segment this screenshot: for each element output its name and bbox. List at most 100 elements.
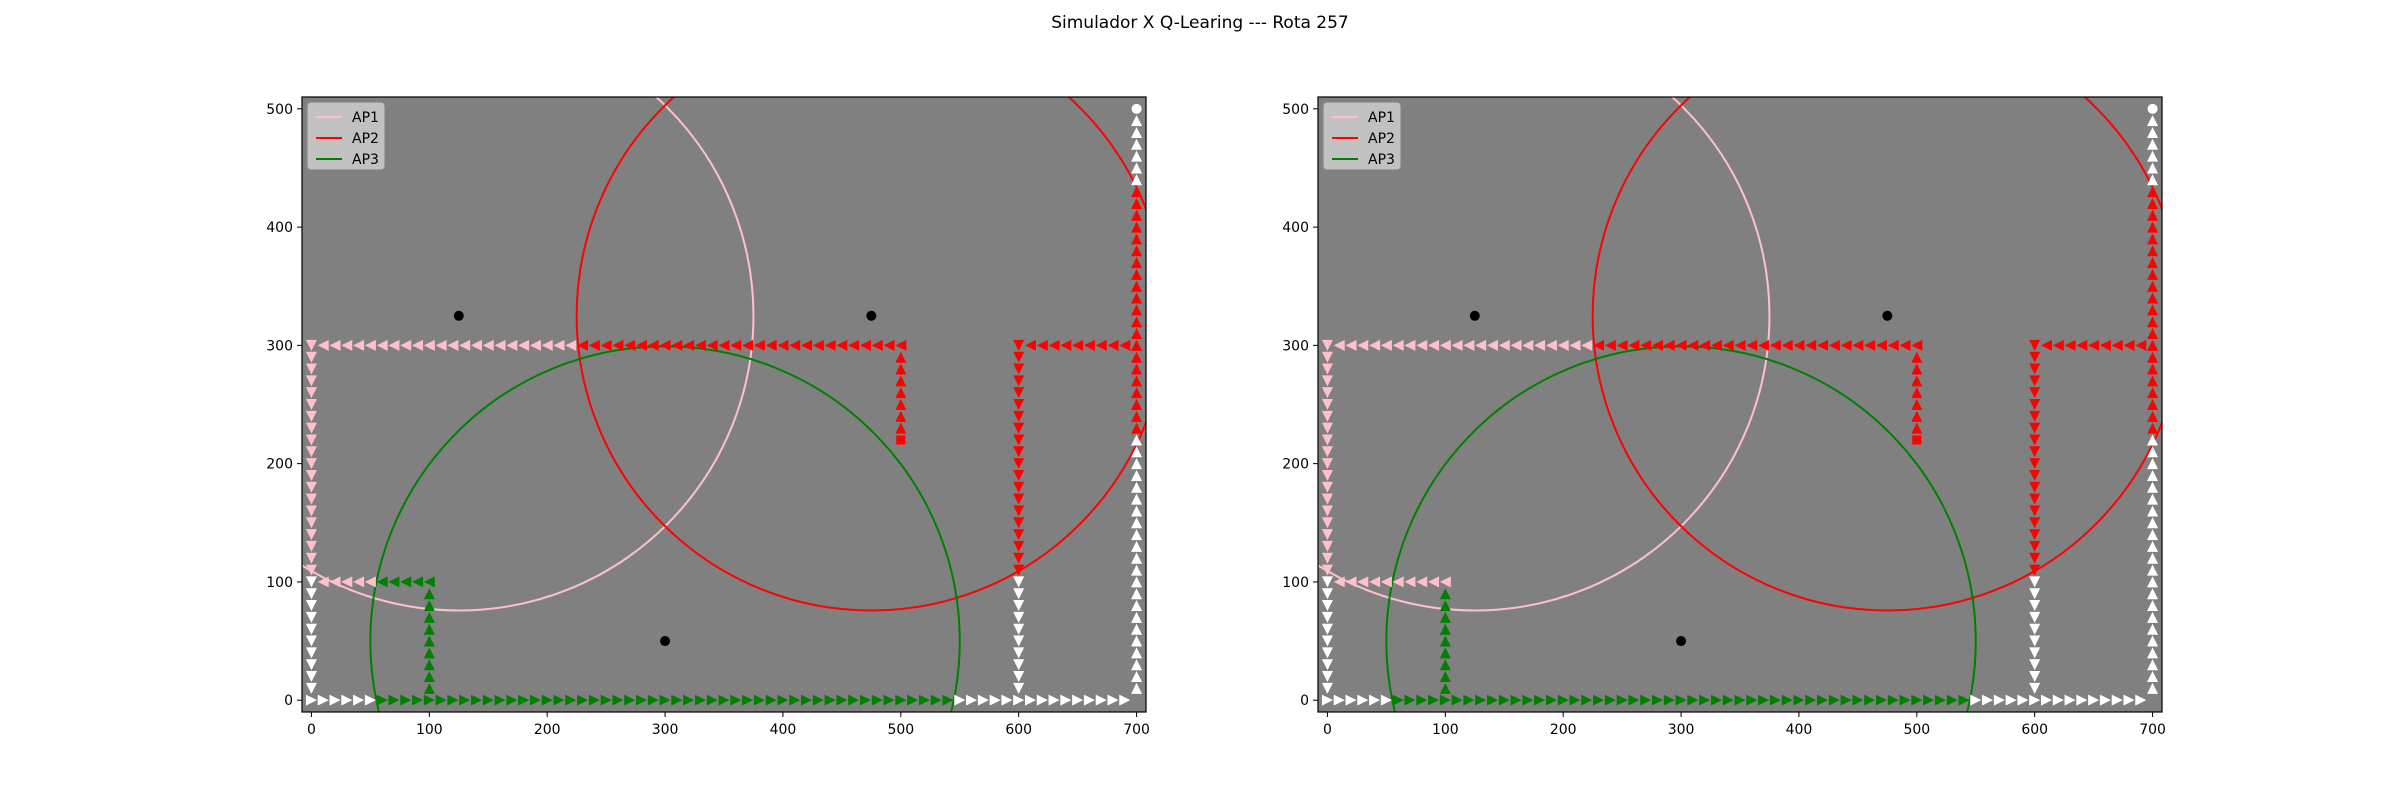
x-tick-label: 200 xyxy=(534,722,561,738)
route-marker xyxy=(1060,694,1072,706)
route-marker xyxy=(742,339,754,351)
route-marker xyxy=(482,339,494,351)
route-marker xyxy=(329,576,341,588)
route-marker xyxy=(305,552,317,564)
route-marker xyxy=(1593,694,1605,706)
route-marker xyxy=(2029,694,2041,706)
route-marker xyxy=(2147,659,2159,671)
route-marker xyxy=(1131,410,1143,422)
legend-label-ap1: AP1 xyxy=(1368,110,1395,126)
route-marker xyxy=(1817,694,1829,706)
route-marker xyxy=(1013,339,1025,351)
route-marker xyxy=(777,339,789,351)
x-tick-label: 0 xyxy=(1323,722,1332,738)
route-marker xyxy=(1131,245,1143,257)
route-marker xyxy=(883,339,895,351)
route-marker xyxy=(966,694,978,706)
route-marker xyxy=(2029,635,2041,647)
route-marker xyxy=(836,339,848,351)
route-start-marker xyxy=(2147,103,2158,114)
route-marker xyxy=(1131,552,1143,564)
route-marker xyxy=(2029,682,2041,694)
y-tick-label: 200 xyxy=(266,457,293,473)
route-marker xyxy=(1131,115,1143,127)
route-marker xyxy=(1321,410,1333,422)
route-marker xyxy=(2029,446,2041,458)
route-marker xyxy=(1899,339,1911,351)
route-marker xyxy=(2147,162,2159,174)
route-marker xyxy=(836,694,848,706)
route-marker xyxy=(1013,434,1025,446)
route-marker xyxy=(647,694,659,706)
route-marker xyxy=(494,694,506,706)
route-marker xyxy=(423,600,435,612)
x-tick-label: 300 xyxy=(1668,722,1695,738)
route-marker xyxy=(1131,257,1143,269)
route-marker xyxy=(1934,694,1946,706)
route-marker xyxy=(2029,363,2041,375)
route-marker xyxy=(1321,517,1333,529)
route-marker xyxy=(1321,611,1333,623)
route-marker xyxy=(1321,540,1333,552)
route-marker xyxy=(1321,564,1333,576)
route-end-marker xyxy=(896,435,906,445)
route-marker xyxy=(1899,694,1911,706)
route-marker xyxy=(2111,694,2123,706)
route-marker xyxy=(2147,304,2159,316)
route-marker xyxy=(412,339,424,351)
route-marker xyxy=(1475,694,1487,706)
route-marker xyxy=(305,469,317,481)
route-marker xyxy=(2147,186,2159,198)
route-marker xyxy=(1001,694,1013,706)
route-marker xyxy=(1013,422,1025,434)
route-marker xyxy=(1333,694,1345,706)
route-marker xyxy=(1321,552,1333,564)
route-marker xyxy=(1131,458,1143,470)
route-marker xyxy=(1439,576,1451,588)
route-marker xyxy=(1131,434,1143,446)
route-marker xyxy=(1616,339,1628,351)
route-marker xyxy=(1946,694,1958,706)
route-marker xyxy=(1013,351,1025,363)
route-marker xyxy=(423,682,435,694)
route-marker xyxy=(1911,399,1923,410)
route-marker xyxy=(1131,682,1143,694)
route-marker xyxy=(895,363,907,375)
route-marker xyxy=(1569,339,1581,351)
route-marker xyxy=(1439,659,1451,671)
route-marker xyxy=(1911,351,1923,363)
route-marker xyxy=(895,399,907,410)
route-marker xyxy=(1369,694,1381,706)
route-marker xyxy=(1107,694,1119,706)
route-marker xyxy=(435,339,447,351)
route-marker xyxy=(989,694,1001,706)
route-marker xyxy=(1593,339,1605,351)
route-marker xyxy=(2111,339,2123,351)
route-marker xyxy=(1958,694,1970,706)
route-marker xyxy=(447,694,459,706)
route-marker xyxy=(470,339,482,351)
route-marker xyxy=(341,576,353,588)
route-marker xyxy=(1758,694,1770,706)
route-marker xyxy=(2005,694,2017,706)
route-marker xyxy=(2147,221,2159,233)
route-marker xyxy=(1581,694,1593,706)
route-marker xyxy=(423,611,435,623)
route-marker xyxy=(2147,174,2159,186)
route-marker xyxy=(2029,375,2041,387)
route-marker xyxy=(1451,694,1463,706)
route-marker xyxy=(871,339,883,351)
route-marker xyxy=(1321,399,1333,410)
route-marker xyxy=(1392,694,1404,706)
route-marker xyxy=(2029,410,2041,422)
route-marker xyxy=(1131,600,1143,612)
route-marker xyxy=(1131,387,1143,399)
route-marker xyxy=(1675,694,1687,706)
route-marker xyxy=(1404,694,1416,706)
route-marker xyxy=(753,694,765,706)
route-marker xyxy=(1013,540,1025,552)
route-marker xyxy=(1131,505,1143,517)
route-marker xyxy=(1805,694,1817,706)
route-marker xyxy=(400,694,412,706)
route-marker xyxy=(1013,552,1025,564)
